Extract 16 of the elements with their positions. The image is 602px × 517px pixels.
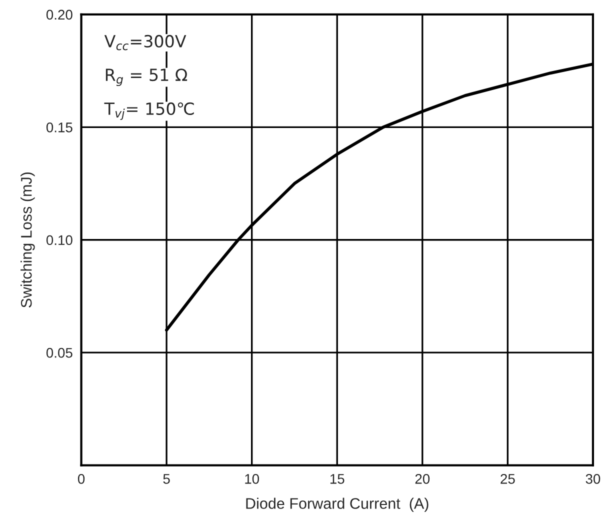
- annotation: V$_{cc}$=300V: [104, 34, 186, 50]
- x-tick-label: 15: [330, 474, 344, 484]
- x-tick-label: 0: [78, 474, 85, 484]
- y-tick-label: 0.05: [46, 348, 72, 358]
- x-tick-label: 20: [415, 474, 430, 484]
- x-tick-label: 30: [586, 474, 600, 484]
- annotation: T$_{vj}$= 150℃: [104, 102, 194, 120]
- y-axis-title: Switching Loss (mJ): [20, 172, 35, 308]
- x-tick-label: 5: [163, 474, 170, 484]
- y-tick-label: 0.10: [46, 235, 72, 246]
- x-axis-title: Diode Forward Current (A): [246, 498, 428, 512]
- x-tick-label: 10: [245, 474, 260, 484]
- y-tick-label: 0.15: [46, 122, 72, 132]
- y-tick-label: 0.20: [46, 10, 72, 20]
- x-tick-label: 25: [500, 474, 515, 484]
- annotation: R$_{g}$ = 51 Ω: [106, 68, 188, 86]
